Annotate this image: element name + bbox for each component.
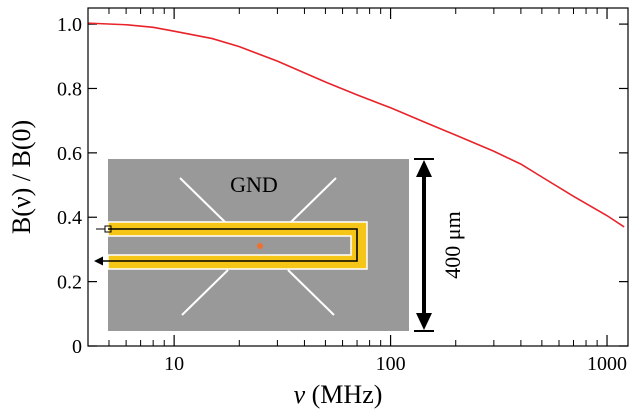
series-line — [87, 22, 625, 228]
y-axis-label: B(ν) / B(0) — [7, 120, 36, 234]
inset-nv-marker — [257, 243, 263, 249]
x-axis-label-symbol: ν — [294, 380, 306, 409]
inset-dimension-arrow-top — [416, 160, 432, 177]
inset-diagonal-slot — [287, 269, 335, 316]
inset-diagonal-slot — [181, 269, 229, 316]
y-tick-label: 0.6 — [57, 143, 82, 165]
inset-device-diagram: GND 400 μm — [94, 158, 465, 332]
series-layer — [87, 22, 625, 228]
axes: 0 0.2 0.4 0.6 0.8 1.0 10 100 1000 — [57, 8, 628, 375]
inset-current-arrow — [94, 256, 103, 266]
inset-gnd-label: GND — [230, 172, 278, 197]
y-tick-label: 0.8 — [57, 78, 82, 100]
plot-frame — [87, 7, 629, 347]
y-tick-label: 0.2 — [57, 272, 82, 294]
x-axis-label-unit: (MHz) — [305, 380, 382, 409]
y-tick-label: 0 — [72, 336, 82, 358]
x-tick-label: 100 — [376, 353, 406, 375]
y-tick-label: 1.0 — [57, 14, 82, 36]
x-tick-label: 10 — [164, 353, 184, 375]
inset-hairpin-strip — [107, 221, 368, 270]
inset-current-path — [100, 228, 358, 262]
inset-dimension-arrow-bottom — [416, 313, 432, 330]
inset-diagonal-slot — [179, 177, 227, 224]
inset-input-port — [104, 225, 112, 233]
inset-dimension-label: 400 μm — [440, 211, 465, 278]
x-axis-label: ν (MHz) — [294, 380, 383, 409]
y-tick-label: 0.4 — [57, 207, 82, 229]
inset-diagonal-slot — [289, 177, 337, 224]
x-tick-label: 1000 — [587, 353, 627, 375]
